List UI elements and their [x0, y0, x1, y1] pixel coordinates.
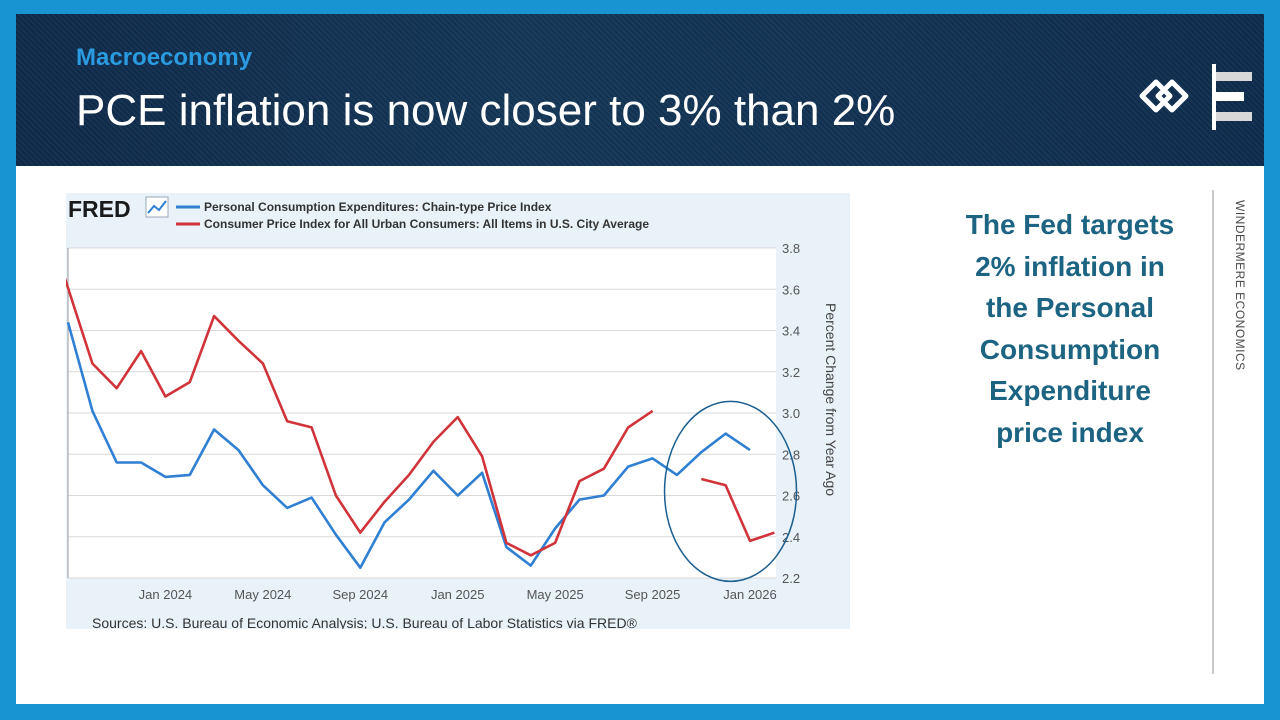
- header-banner: [16, 14, 1264, 166]
- vertical-divider: [1212, 190, 1214, 674]
- side-line: Expenditure: [989, 375, 1151, 406]
- x-tick-label: May 2025: [527, 587, 584, 602]
- slide-title: PCE inflation is now closer to 3% than 2…: [76, 86, 896, 135]
- y-tick-label: 2.2: [782, 571, 800, 586]
- brand-vertical-text: WINDERMERE ECONOMICS: [1233, 200, 1247, 371]
- pce-series-line: [66, 321, 751, 570]
- x-tick-label: May 2024: [234, 587, 291, 602]
- y-axis-label: Percent Change from Year Ago: [823, 303, 839, 496]
- legend-label-pce: Personal Consumption Expenditures: Chain…: [204, 200, 552, 214]
- section-kicker: Macroeconomy: [76, 44, 253, 71]
- legend-label-cpi: Consumer Price Index for All Urban Consu…: [204, 217, 649, 231]
- fred-chart-icon: [145, 196, 169, 218]
- fred-chart: FRED Personal Consumption Expenditures: …: [61, 196, 839, 631]
- windermere-w-icon: [1139, 79, 1189, 113]
- x-tick-label: Sep 2025: [625, 587, 681, 602]
- y-tick-label: 3.8: [782, 241, 800, 256]
- slide: Macroeconomy PCE inflation is now closer…: [16, 14, 1264, 704]
- side-line: the Personal: [985, 292, 1155, 323]
- chart-source: Sources: U.S. Bureau of Economic Analysi…: [92, 615, 638, 629]
- side-line: 2% inflation in: [975, 250, 1165, 282]
- cpi-series-line: [700, 477, 775, 543]
- x-tick-label: Jan 2026: [723, 587, 777, 602]
- y-tick-label: 2.6: [782, 489, 800, 504]
- x-tick-label: Jan 2024: [139, 587, 193, 602]
- windermere-logo: [1134, 64, 1254, 139]
- cpi-series-line: [61, 272, 654, 557]
- side-line: The Fed targets: [965, 209, 1175, 240]
- side-line: price index: [996, 416, 1144, 448]
- series-lines: [61, 272, 775, 570]
- chart-panel: FRED Personal Consumption Expenditures: …: [61, 193, 850, 631]
- side-line: Consumption: [979, 333, 1161, 365]
- highlight-ellipse: [663, 400, 798, 583]
- x-axis-ticks: Jan 2024 May 2024 Sep 2024 Jan 2025 May 2025…: [139, 587, 777, 602]
- y-tick-label: 3.0: [782, 406, 800, 421]
- e-logo-icon: [1212, 64, 1252, 130]
- x-tick-label: Jan 2025: [431, 587, 485, 602]
- fred-logo-text: FRED: [68, 196, 131, 222]
- y-tick-label: 3.4: [782, 324, 800, 339]
- y-tick-label: 3.2: [782, 365, 800, 380]
- y-tick-label: 3.6: [782, 282, 800, 297]
- gridlines: [67, 247, 776, 579]
- x-tick-label: Sep 2024: [332, 587, 388, 602]
- y-axis-ticks: 3.83.63.43.23.02.82.62.42.2: [782, 241, 800, 586]
- side-commentary: The Fed targets 2% inflation in the Pers…: [936, 204, 1204, 453]
